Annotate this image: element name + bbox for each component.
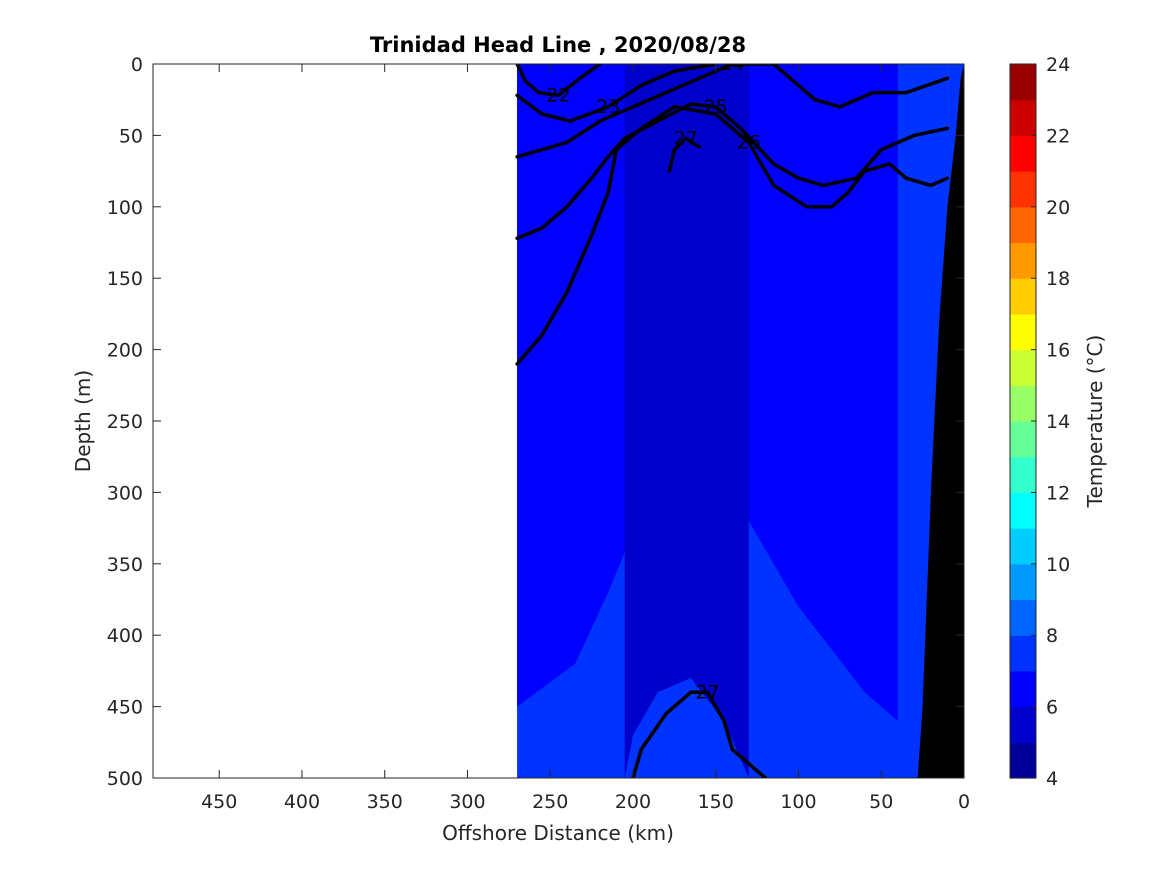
colorbar-tick-label-4: 12 [1046, 482, 1070, 504]
colorbar-tick-label-10: 24 [1046, 54, 1070, 76]
density-contour-label-1: 23 [596, 96, 620, 118]
colorbar-band-9 [1010, 421, 1036, 458]
y-tick-label-9: 450 [107, 697, 143, 719]
density-contour-1 [515, 64, 718, 123]
y-tick-label-8: 400 [107, 625, 143, 647]
x-axis-label: Offshore Distance (km) [442, 821, 674, 845]
density-contour-4 [515, 105, 950, 366]
x-tick-label-5: 200 [615, 791, 651, 813]
colorbar-band-5 [1010, 563, 1036, 601]
x-tick-label-3: 300 [449, 791, 485, 813]
x-tick-label-4: 250 [532, 791, 568, 813]
density-contour-label-5: 27 [674, 127, 698, 149]
chart-title: Trinidad Head Line , 2020/08/28 [370, 33, 746, 57]
colorbar-band-8 [1010, 456, 1036, 493]
colorbar-label: Temperature (°C) [1083, 335, 1107, 509]
colorbar-band-19 [1010, 64, 1036, 101]
colorbar-tick-label-2: 8 [1046, 625, 1058, 647]
colorbar-tick-label-1: 6 [1046, 697, 1058, 719]
colorbar: 4 6 8 10 12 14 16 18 20 22 24 [1009, 54, 1070, 790]
y-tick-label-10: 500 [107, 768, 143, 790]
colorbar-band-6 [1010, 528, 1036, 565]
colorbar-band-2 [1010, 670, 1036, 708]
x-tick-label-7: 100 [780, 791, 816, 813]
density-contour-2 [515, 64, 950, 159]
y-axis: 0 50 100 150 200 250 300 350 400 450 500 [107, 54, 964, 790]
colorbar-band-10 [1010, 385, 1036, 422]
colorbar-band-4 [1010, 599, 1036, 636]
colorbar-band-0 [1010, 742, 1036, 779]
colorbar-band-14 [1010, 242, 1036, 279]
bathymetry [917, 64, 964, 778]
colorbar-tick-label-3: 10 [1046, 554, 1070, 576]
density-contour-5 [667, 136, 701, 173]
y-tick-label-1: 50 [119, 125, 143, 147]
colorbar-band-15 [1010, 206, 1036, 244]
colorbar-band-12 [1010, 313, 1036, 351]
colorbar-band-18 [1010, 99, 1036, 136]
colorbar-band-1 [1010, 706, 1036, 743]
colorbar-band-13 [1010, 278, 1036, 315]
x-tick-label-9: 0 [958, 791, 970, 813]
x-tick-label-2: 350 [367, 791, 403, 813]
temperature-field [517, 64, 964, 778]
y-tick-label-0: 0 [131, 54, 143, 76]
density-contour-label-0: 22 [546, 84, 570, 106]
density-contour-label-4: 26 [737, 132, 761, 154]
y-tick-label-2: 100 [107, 197, 143, 219]
x-tick-label-1: 400 [284, 791, 320, 813]
colorbar-band-16 [1010, 171, 1036, 208]
y-tick-label-7: 350 [107, 554, 143, 576]
y-tick-label-6: 300 [107, 482, 143, 504]
density-contour-6 [631, 690, 768, 778]
colorbar-tick-label-0: 4 [1046, 768, 1058, 790]
y-tick-label-4: 200 [107, 340, 143, 362]
bathymetry-shape [917, 64, 964, 778]
colorbar-tick-label-8: 20 [1046, 197, 1070, 219]
colorbar-band-3 [1010, 635, 1036, 672]
colorbar-tick-label-5: 14 [1046, 411, 1070, 433]
temperature-band-8 [624, 64, 749, 778]
y-axis-label: Depth (m) [71, 370, 95, 472]
x-tick-label-8: 50 [869, 791, 893, 813]
colorbar-tick-label-9: 22 [1046, 125, 1070, 147]
x-tick-label-0: 450 [201, 791, 237, 813]
density-contour-3 [515, 102, 950, 240]
density-contour-label-6: 27 [695, 681, 719, 703]
density-contour-label-2: 24 [720, 53, 744, 75]
colorbar-band-11 [1010, 349, 1036, 386]
colorbar-tick-label-7: 18 [1046, 268, 1070, 290]
density-contour-0 [515, 64, 602, 98]
y-tick-label-5: 250 [107, 411, 143, 433]
x-axis: 450 400 350 300 250 200 150 100 50 0 [201, 64, 970, 813]
colorbar-tick-label-6: 16 [1046, 340, 1070, 362]
y-tick-label-3: 150 [107, 268, 143, 290]
x-tick-label-6: 150 [698, 791, 734, 813]
colorbar-band-7 [1010, 492, 1036, 529]
colorbar-band-17 [1010, 135, 1036, 172]
